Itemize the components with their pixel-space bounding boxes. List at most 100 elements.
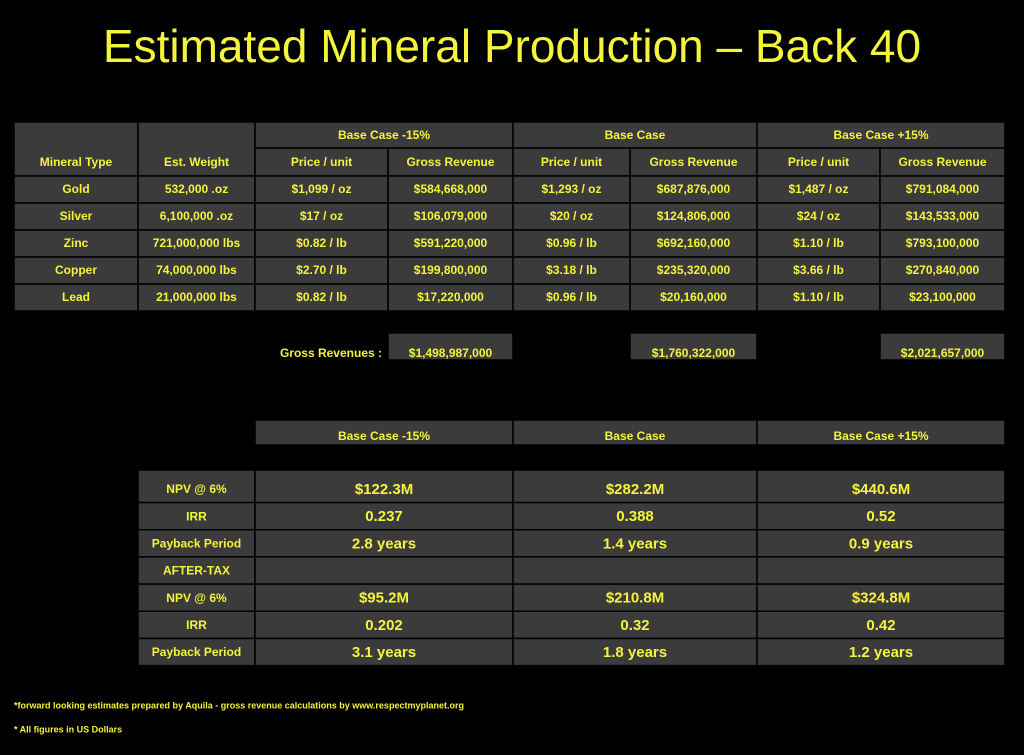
results-header: Base Case -15%	[338, 429, 430, 443]
table-cell	[137, 256, 256, 285]
table-cell	[879, 202, 1006, 231]
table-cell	[512, 147, 631, 177]
table-cell	[512, 583, 758, 613]
table-cell-text: $17,220,000	[417, 290, 484, 304]
table-cell-text: $143,533,000	[906, 209, 980, 223]
table-cell-text: 21,000,000 lbs	[156, 290, 237, 304]
table-cell	[756, 147, 881, 177]
table-cell-text: 74,000,000 lbs	[156, 263, 237, 277]
table-cell	[13, 202, 139, 231]
table-cell-text: $24 / oz	[797, 209, 840, 223]
table-cell	[879, 256, 1006, 285]
table-cell-text: $692,160,000	[657, 236, 731, 250]
table-cell-text: $1,293 / oz	[541, 182, 601, 196]
table-cell-text: $23,100,000	[909, 290, 976, 304]
table-cell	[13, 256, 139, 285]
results-header: Base Case +15%	[833, 429, 928, 443]
table-cell-text: Lead	[62, 290, 90, 304]
table-cell-text: $0.82 / lb	[296, 236, 347, 250]
table-cell-text: 721,000,000 lbs	[153, 236, 241, 250]
result-value: 1.2 years	[849, 644, 913, 661]
row-label: AFTER-TAX	[163, 564, 230, 578]
table-cell-text: 532,000 .oz	[165, 182, 228, 196]
result-value: 0.52	[866, 508, 895, 525]
table-cell	[254, 469, 514, 504]
result-value: 1.8 years	[603, 644, 667, 661]
table-cell	[13, 175, 139, 204]
result-value: 0.9 years	[849, 535, 913, 552]
table-cell	[137, 229, 256, 258]
result-value: 1.4 years	[603, 535, 667, 552]
table-cell	[756, 469, 1006, 504]
column-header: Price / unit	[541, 155, 602, 169]
table-cell	[879, 175, 1006, 204]
table-cell-text: $1.10 / lb	[793, 236, 844, 250]
group-header: Base Case	[605, 128, 666, 142]
result-value: 2.8 years	[352, 535, 416, 552]
table-cell	[756, 637, 1006, 667]
row-label: NPV @ 6%	[166, 482, 227, 496]
table-cell	[756, 583, 1006, 613]
table-cell	[254, 583, 514, 613]
table-cell	[387, 229, 514, 258]
table-cell	[387, 202, 514, 231]
result-value: $210.8M	[606, 590, 664, 607]
row-label: IRR	[186, 618, 207, 632]
table-cell-text: $1,487 / oz	[788, 182, 848, 196]
table-cell	[756, 283, 881, 312]
table-cell	[137, 121, 256, 177]
table-cell	[512, 556, 758, 585]
column-header: Price / unit	[788, 155, 849, 169]
table-cell-text: $235,320,000	[657, 263, 731, 277]
table-cell-text: 6,100,000 .oz	[160, 209, 233, 223]
table-cell-text: $106,079,000	[414, 209, 488, 223]
table-cell	[756, 501, 1006, 531]
table-cell-text: $791,084,000	[906, 182, 980, 196]
column-header: Price / unit	[291, 155, 352, 169]
table-cell-text: $20,160,000	[660, 290, 727, 304]
table-cell-text: $124,806,000	[657, 209, 731, 223]
table-cell-text: $0.96 / lb	[546, 236, 597, 250]
table-cell	[137, 637, 256, 667]
table-cell	[254, 147, 389, 177]
table-cell	[137, 202, 256, 231]
result-value: 0.32	[620, 617, 649, 634]
results-header: Base Case	[605, 429, 666, 443]
table-cell	[254, 283, 389, 312]
table-cell-text: $20 / oz	[550, 209, 593, 223]
table-cell-text: $591,220,000	[414, 236, 488, 250]
gross-revenue-total: $1,498,987,000	[409, 346, 493, 360]
table-cell	[756, 256, 881, 285]
gross-revenues-label: Gross Revenues :	[280, 346, 382, 360]
table-cell	[512, 528, 758, 558]
table-cell	[879, 283, 1006, 312]
table-cell-text: $0.82 / lb	[296, 290, 347, 304]
table-cell	[512, 610, 758, 640]
table-cell	[756, 419, 1006, 446]
footnote: * All figures in US Dollars	[14, 724, 122, 734]
column-header: Gross Revenue	[406, 155, 494, 169]
gross-revenue-total: $1,760,322,000	[652, 346, 736, 360]
result-value: $324.8M	[852, 590, 910, 607]
table-cell	[512, 175, 631, 204]
table-cell	[756, 556, 1006, 585]
result-value: 0.388	[616, 508, 654, 525]
table-cell	[756, 610, 1006, 640]
table-cell-text: Silver	[60, 209, 93, 223]
table-cell	[512, 283, 631, 312]
result-value: 3.1 years	[352, 644, 416, 661]
table-cell	[512, 501, 758, 531]
table-cell-text: $584,668,000	[414, 182, 488, 196]
table-cell	[254, 528, 514, 558]
table-cell-text: $199,800,000	[414, 263, 488, 277]
row-label: NPV @ 6%	[166, 591, 227, 605]
table-cell	[13, 121, 139, 177]
result-value: 0.202	[365, 617, 403, 634]
column-header: Gross Revenue	[898, 155, 986, 169]
table-cell	[512, 637, 758, 667]
gross-revenue-total: $2,021,657,000	[901, 346, 985, 360]
row-label: Payback Period	[152, 537, 241, 551]
column-header: Gross Revenue	[649, 155, 737, 169]
table-cell	[254, 419, 514, 446]
